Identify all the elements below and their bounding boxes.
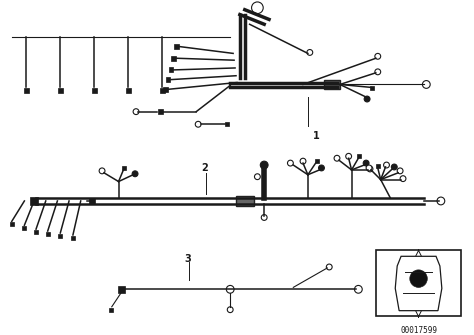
Bar <box>357 154 361 158</box>
Bar <box>370 86 374 90</box>
Circle shape <box>260 161 268 169</box>
Circle shape <box>319 165 324 171</box>
Bar <box>71 236 75 240</box>
Circle shape <box>288 160 293 166</box>
Circle shape <box>422 81 430 88</box>
Circle shape <box>383 162 390 168</box>
Circle shape <box>364 96 370 102</box>
Bar <box>165 77 171 82</box>
Bar <box>163 87 168 92</box>
Bar <box>122 166 127 170</box>
Text: 3: 3 <box>184 254 191 264</box>
Circle shape <box>132 171 138 177</box>
Circle shape <box>255 174 260 180</box>
Bar <box>174 44 179 49</box>
Bar <box>22 226 27 230</box>
Bar <box>109 308 113 312</box>
Circle shape <box>392 164 397 170</box>
Bar <box>46 232 50 236</box>
Circle shape <box>133 109 139 115</box>
Text: 00017599: 00017599 <box>400 326 437 335</box>
Circle shape <box>261 214 267 220</box>
Bar <box>30 197 38 205</box>
Bar <box>225 122 229 126</box>
Circle shape <box>195 121 201 127</box>
Bar <box>58 234 62 238</box>
Bar <box>376 164 380 168</box>
Bar <box>236 196 254 206</box>
Bar <box>172 56 176 61</box>
Circle shape <box>346 153 352 159</box>
Bar <box>24 88 29 93</box>
Circle shape <box>366 165 372 171</box>
Circle shape <box>99 168 105 174</box>
Bar <box>58 88 63 93</box>
Circle shape <box>410 270 427 287</box>
Circle shape <box>375 53 381 59</box>
Circle shape <box>307 50 313 55</box>
Bar <box>158 109 163 114</box>
Bar <box>90 198 95 204</box>
Text: 1: 1 <box>313 131 319 141</box>
Circle shape <box>334 155 340 161</box>
Circle shape <box>300 158 306 164</box>
Circle shape <box>400 176 406 182</box>
Circle shape <box>226 285 234 293</box>
Bar <box>34 230 38 234</box>
Bar <box>315 159 319 163</box>
Circle shape <box>252 2 263 14</box>
Circle shape <box>326 264 332 270</box>
Circle shape <box>355 285 362 293</box>
Circle shape <box>375 69 381 75</box>
Bar <box>324 80 340 89</box>
Bar <box>10 222 14 226</box>
Circle shape <box>363 160 369 166</box>
Bar <box>118 286 125 293</box>
Circle shape <box>367 166 373 172</box>
Bar <box>376 251 461 317</box>
Bar <box>126 88 131 93</box>
Bar <box>92 88 97 93</box>
Text: 2: 2 <box>201 163 208 173</box>
Circle shape <box>397 168 403 174</box>
Polygon shape <box>395 256 442 311</box>
Circle shape <box>228 307 233 313</box>
Circle shape <box>437 197 445 205</box>
Bar <box>169 67 173 72</box>
Bar <box>160 88 164 93</box>
